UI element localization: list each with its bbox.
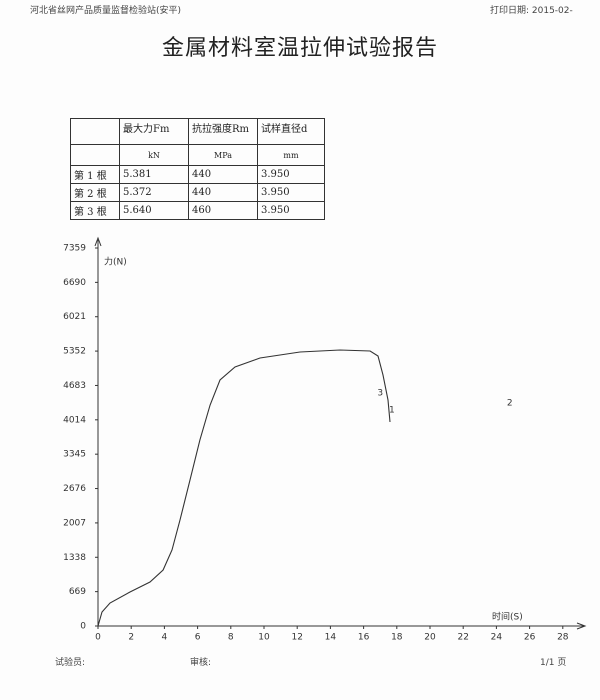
y-tick-label: 4014	[63, 415, 86, 425]
x-tick-label: 26	[524, 633, 536, 643]
y-tick-label: 5352	[63, 347, 86, 357]
x-tick-label: 2	[128, 633, 134, 643]
y-tick-label: 0	[80, 622, 86, 632]
print-date: 打印日期: 2015-02-	[490, 6, 573, 16]
y-label: 力(N)	[104, 256, 127, 268]
arrow	[576, 622, 587, 630]
col-head: 最大力Fm	[119, 118, 189, 145]
x-tick-label: 6	[195, 633, 201, 643]
x-tick-label: 24	[491, 633, 503, 643]
y-tick-label: 3345	[63, 450, 86, 460]
page-number: 1/1 页	[540, 658, 567, 668]
x-tick-label: 20	[424, 633, 436, 643]
y-tick-label: 6021	[63, 312, 86, 322]
cell: 第 3 根	[70, 201, 120, 220]
y-tick-label: 2007	[63, 518, 86, 528]
curve	[97, 349, 391, 627]
curve-label: 1	[389, 406, 395, 416]
y-tick-label: 6690	[63, 278, 86, 288]
curve-label: 2	[507, 399, 513, 409]
reviewer: 审核:	[190, 658, 212, 668]
x-tick-label: 8	[228, 633, 234, 643]
y-tick-label: 1338	[63, 553, 86, 563]
org: 河北省丝网产品质量监督检验站(安平)	[30, 6, 182, 16]
x-tick-label: 18	[391, 633, 403, 643]
title: 金属材料室温拉伸试验报告	[161, 36, 438, 61]
y-tick-label: 2676	[63, 484, 86, 494]
cell: 3.950	[257, 201, 325, 220]
y-tick-label: 669	[69, 587, 86, 597]
x-label: 时间(S)	[492, 611, 523, 623]
y-tick-label: 4683	[63, 381, 86, 391]
x-tick-label: 28	[557, 633, 569, 643]
curve-label: 3	[377, 389, 383, 399]
tester: 试验员:	[55, 658, 86, 668]
x-tick-label: 22	[457, 633, 468, 643]
y-tick-label: 7359	[63, 244, 86, 254]
x-tick-label: 4	[162, 633, 168, 643]
result-table: 最大力Fm 抗拉强度Rm 试样直径d kN MPa mm 第 1 根 5.381 4…	[70, 118, 325, 220]
x-tick-label: 14	[325, 633, 337, 643]
x-tick-label: 10	[258, 633, 270, 643]
x-tick-label: 0	[95, 633, 101, 643]
x-tick-label: 16	[358, 633, 370, 643]
x-tick-label: 12	[291, 633, 302, 643]
arrow	[94, 236, 102, 247]
